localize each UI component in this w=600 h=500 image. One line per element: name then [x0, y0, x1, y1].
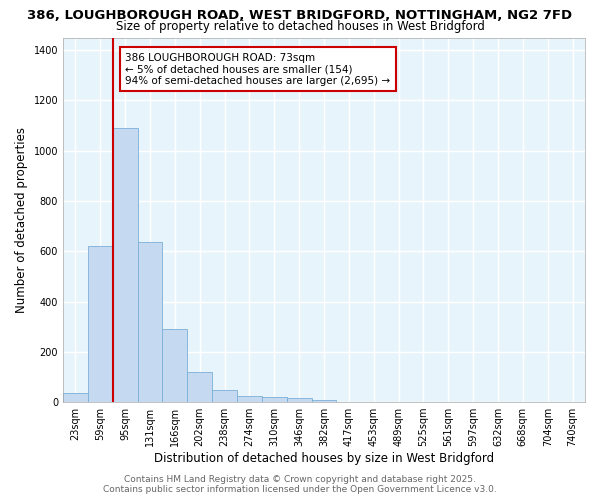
Bar	[187, 372, 212, 402]
Text: 386 LOUGHBOROUGH ROAD: 73sqm
← 5% of detached houses are smaller (154)
94% of se: 386 LOUGHBOROUGH ROAD: 73sqm ← 5% of det…	[125, 52, 391, 86]
Bar	[311, 400, 337, 402]
Bar	[287, 398, 311, 402]
Text: Contains HM Land Registry data © Crown copyright and database right 2025.
Contai: Contains HM Land Registry data © Crown c…	[103, 474, 497, 494]
X-axis label: Distribution of detached houses by size in West Bridgford: Distribution of detached houses by size …	[154, 452, 494, 465]
Text: 386, LOUGHBOROUGH ROAD, WEST BRIDGFORD, NOTTINGHAM, NG2 7FD: 386, LOUGHBOROUGH ROAD, WEST BRIDGFORD, …	[28, 9, 572, 22]
Bar	[137, 242, 163, 402]
Bar	[212, 390, 237, 402]
Bar	[63, 394, 88, 402]
Bar	[262, 397, 287, 402]
Y-axis label: Number of detached properties: Number of detached properties	[15, 127, 28, 313]
Bar	[113, 128, 137, 402]
Bar	[163, 329, 187, 402]
Bar	[88, 246, 113, 402]
Text: Size of property relative to detached houses in West Bridgford: Size of property relative to detached ho…	[116, 20, 484, 33]
Bar	[237, 396, 262, 402]
